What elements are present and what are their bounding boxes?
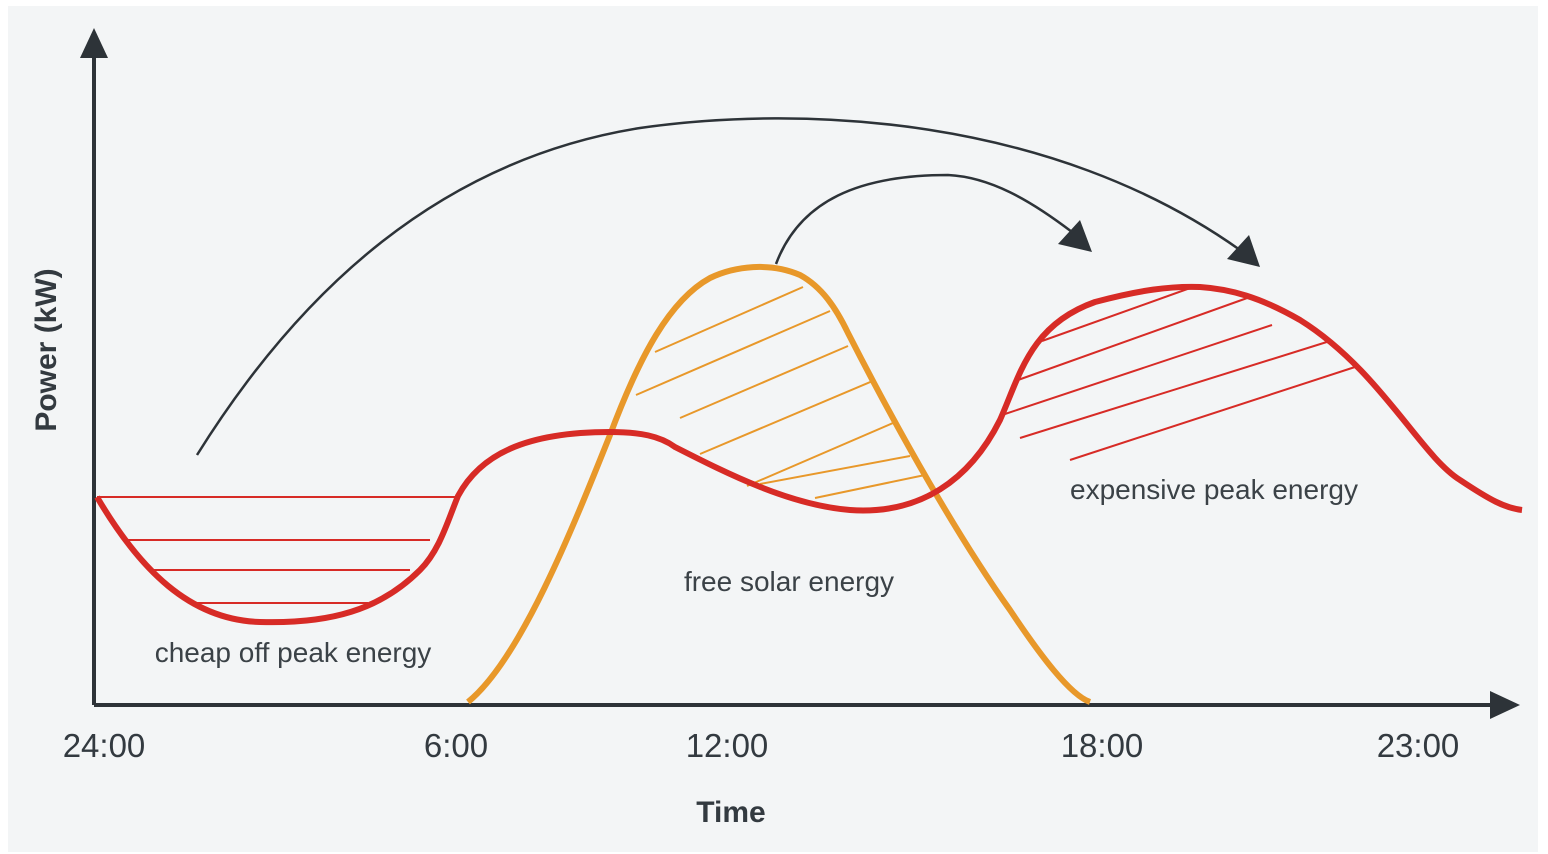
axes	[92, 52, 1492, 707]
solar-curve	[466, 263, 1092, 705]
solar-label: free solar energy	[684, 566, 894, 597]
diagram-canvas	[8, 6, 1538, 852]
x-axis-arrowhead	[1490, 691, 1520, 719]
arrow-off-peak-to-peak-head	[1227, 235, 1260, 267]
x-tick-label: 23:00	[1377, 727, 1460, 764]
off-peak-hatch	[97, 496, 455, 604]
y-axis-arrowhead	[80, 28, 108, 58]
solar-hatch	[635, 286, 926, 499]
x-tick-label: 18:00	[1061, 727, 1144, 764]
arrow-off-peak-to-peak	[195, 117, 1241, 456]
x-tick-label: 6:00	[424, 727, 488, 764]
arrow-solar-to-peak	[774, 173, 1073, 265]
off-peak-label: cheap off peak energy	[155, 637, 432, 668]
consumption-curve	[94, 283, 1523, 626]
peak-hatch	[1001, 286, 1356, 461]
x-tick-label: 24:00	[63, 727, 146, 764]
x-axis-label: Time	[696, 796, 765, 829]
y-axis-label: Power (kW)	[30, 268, 63, 431]
peak-label: expensive peak energy	[1070, 474, 1358, 505]
arrow-solar-to-peak-head	[1058, 220, 1092, 252]
x-tick-label: 12:00	[686, 727, 769, 764]
